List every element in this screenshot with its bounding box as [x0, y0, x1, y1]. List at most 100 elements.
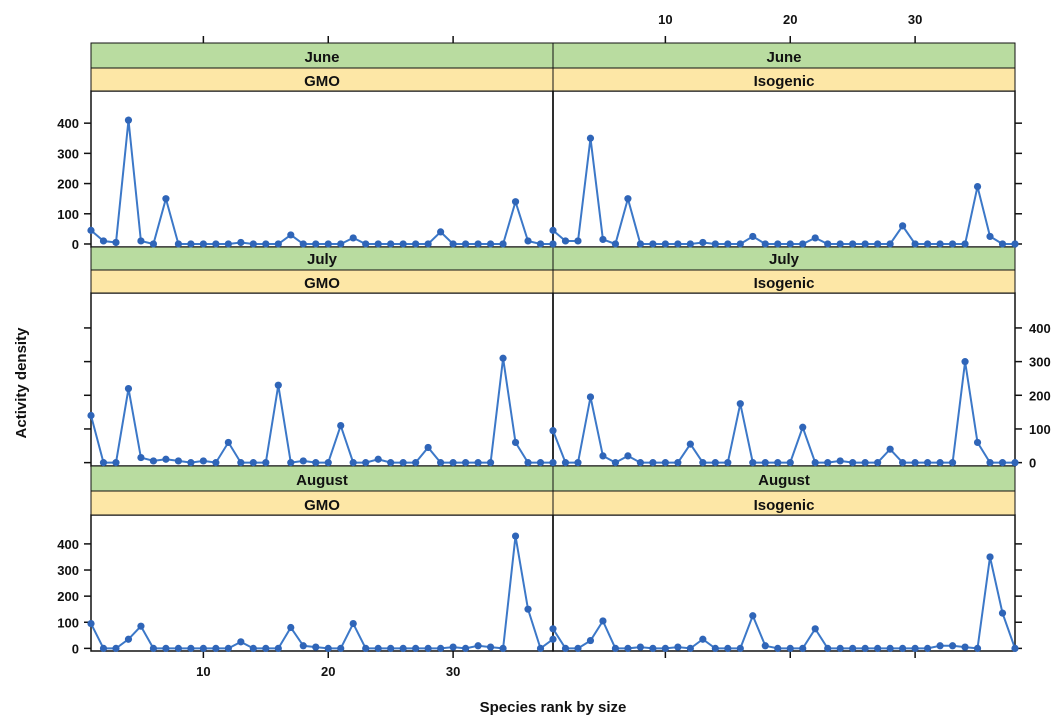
data-point-june-gmo-18	[299, 240, 307, 248]
data-point-july-isogenic-12	[686, 440, 694, 448]
x-axis-title: Species rank by size	[480, 699, 627, 716]
data-point-august-isogenic-10	[661, 644, 669, 652]
y-tick-label: 300	[57, 563, 79, 578]
data-point-august-isogenic-12	[686, 644, 694, 652]
data-point-june-gmo-16	[274, 240, 282, 248]
strip-month-label: July	[769, 251, 800, 268]
data-point-june-gmo-25	[387, 240, 395, 248]
data-point-august-isogenic-27	[874, 644, 882, 652]
data-point-july-gmo-25	[387, 459, 395, 467]
data-point-june-gmo-3	[112, 238, 120, 247]
data-point-july-isogenic-35	[973, 438, 982, 447]
data-point-june-gmo-14	[249, 240, 257, 248]
data-point-june-gmo-6	[149, 240, 158, 248]
data-point-june-gmo-34	[499, 240, 507, 248]
y-tick-label: 200	[57, 177, 79, 192]
data-point-june-isogenic-32	[936, 240, 944, 248]
data-point-august-isogenic-3	[574, 644, 582, 652]
data-point-july-gmo-5	[137, 453, 145, 462]
data-point-june-isogenic-16	[736, 240, 744, 248]
data-point-june-isogenic-21	[799, 240, 807, 248]
data-point-june-isogenic-24	[836, 240, 844, 248]
data-point-august-isogenic-36	[986, 553, 994, 561]
data-point-july-gmo-6	[149, 457, 158, 465]
data-point-august-isogenic-35	[973, 644, 982, 652]
data-point-july-isogenic-4	[586, 393, 595, 401]
data-point-august-gmo-15	[262, 644, 270, 652]
data-point-july-gmo-30	[449, 459, 457, 467]
data-point-august-isogenic-14	[711, 644, 719, 652]
y-tick-label: 300	[1029, 355, 1051, 370]
panel-frame-august-gmo	[90, 514, 554, 652]
data-point-june-gmo-24	[374, 240, 382, 248]
data-point-august-gmo-4	[124, 635, 133, 643]
strip-treatment-label: GMO	[304, 275, 340, 292]
data-point-july-isogenic-32	[936, 459, 944, 467]
data-point-august-gmo-9	[187, 644, 195, 652]
y-tick-label: 300	[57, 146, 79, 161]
panel-frame-june-gmo	[90, 90, 554, 248]
data-point-june-isogenic-27	[874, 240, 882, 248]
data-point-july-isogenic-7	[624, 452, 632, 460]
data-point-august-isogenic-33	[948, 642, 957, 650]
data-point-july-gmo-12	[224, 438, 232, 447]
data-point-july-gmo-18	[299, 457, 307, 465]
data-point-august-gmo-36	[524, 605, 532, 613]
data-point-july-isogenic-8	[636, 459, 645, 467]
data-point-june-isogenic-37	[998, 240, 1007, 248]
strip-treatment-label: GMO	[304, 497, 340, 514]
y-tick-label: 100	[57, 615, 79, 630]
data-point-august-gmo-33	[486, 643, 495, 651]
data-point-july-isogenic-29	[899, 459, 907, 467]
strip-month-label: August	[296, 472, 348, 489]
data-point-august-isogenic-30	[911, 644, 919, 652]
data-point-june-gmo-35	[511, 198, 520, 206]
data-point-july-gmo-27	[412, 459, 420, 467]
strip-treatment-label: Isogenic	[754, 497, 815, 514]
data-point-june-isogenic-31	[923, 240, 932, 248]
data-point-august-isogenic-28	[886, 644, 894, 652]
data-point-july-isogenic-1	[549, 427, 557, 435]
data-point-july-isogenic-22	[811, 459, 819, 467]
x-tick-label-top: 20	[783, 12, 797, 27]
data-point-august-isogenic-9	[649, 644, 657, 652]
data-point-july-gmo-31	[461, 459, 470, 467]
y-tick-label: 400	[57, 537, 79, 552]
data-point-july-isogenic-13	[699, 459, 707, 467]
data-point-july-isogenic-5	[599, 452, 607, 460]
x-tick-label-bottom: 20	[321, 664, 335, 679]
data-point-july-gmo-17	[287, 459, 295, 467]
data-point-august-isogenic-37	[998, 609, 1007, 617]
y-tick-label: 400	[1029, 321, 1051, 336]
data-point-july-gmo-13	[237, 459, 245, 467]
data-point-august-gmo-6	[149, 644, 158, 652]
data-point-july-gmo-38	[549, 459, 557, 467]
y-tick-label: 100	[57, 207, 79, 222]
data-point-august-gmo-17	[287, 623, 295, 632]
data-point-august-gmo-10	[199, 644, 207, 652]
y-tick-label: 0	[1029, 456, 1036, 471]
data-point-july-isogenic-30	[911, 459, 919, 467]
data-point-july-isogenic-26	[861, 459, 869, 467]
data-point-june-gmo-37	[536, 240, 545, 248]
data-point-june-isogenic-10	[661, 240, 669, 248]
data-point-july-isogenic-34	[961, 358, 969, 366]
data-point-june-isogenic-34	[961, 240, 969, 248]
data-point-june-isogenic-29	[899, 222, 907, 230]
data-point-august-isogenic-32	[936, 642, 944, 650]
data-point-june-isogenic-23	[824, 240, 832, 248]
data-point-june-gmo-13	[237, 238, 245, 247]
data-point-august-gmo-31	[461, 644, 470, 652]
strip-treatment-august-gmo	[90, 490, 554, 516]
data-point-june-isogenic-26	[861, 240, 869, 248]
data-point-june-isogenic-15	[724, 240, 732, 248]
series	[87, 116, 1019, 652]
data-point-july-isogenic-28	[886, 445, 894, 453]
data-point-july-isogenic-21	[799, 423, 807, 431]
panel-frame-june-isogenic	[552, 90, 1016, 248]
data-point-july-isogenic-36	[986, 459, 994, 467]
data-point-july-gmo-33	[486, 459, 495, 467]
data-point-august-gmo-26	[399, 644, 407, 652]
data-point-july-gmo-11	[212, 459, 220, 467]
